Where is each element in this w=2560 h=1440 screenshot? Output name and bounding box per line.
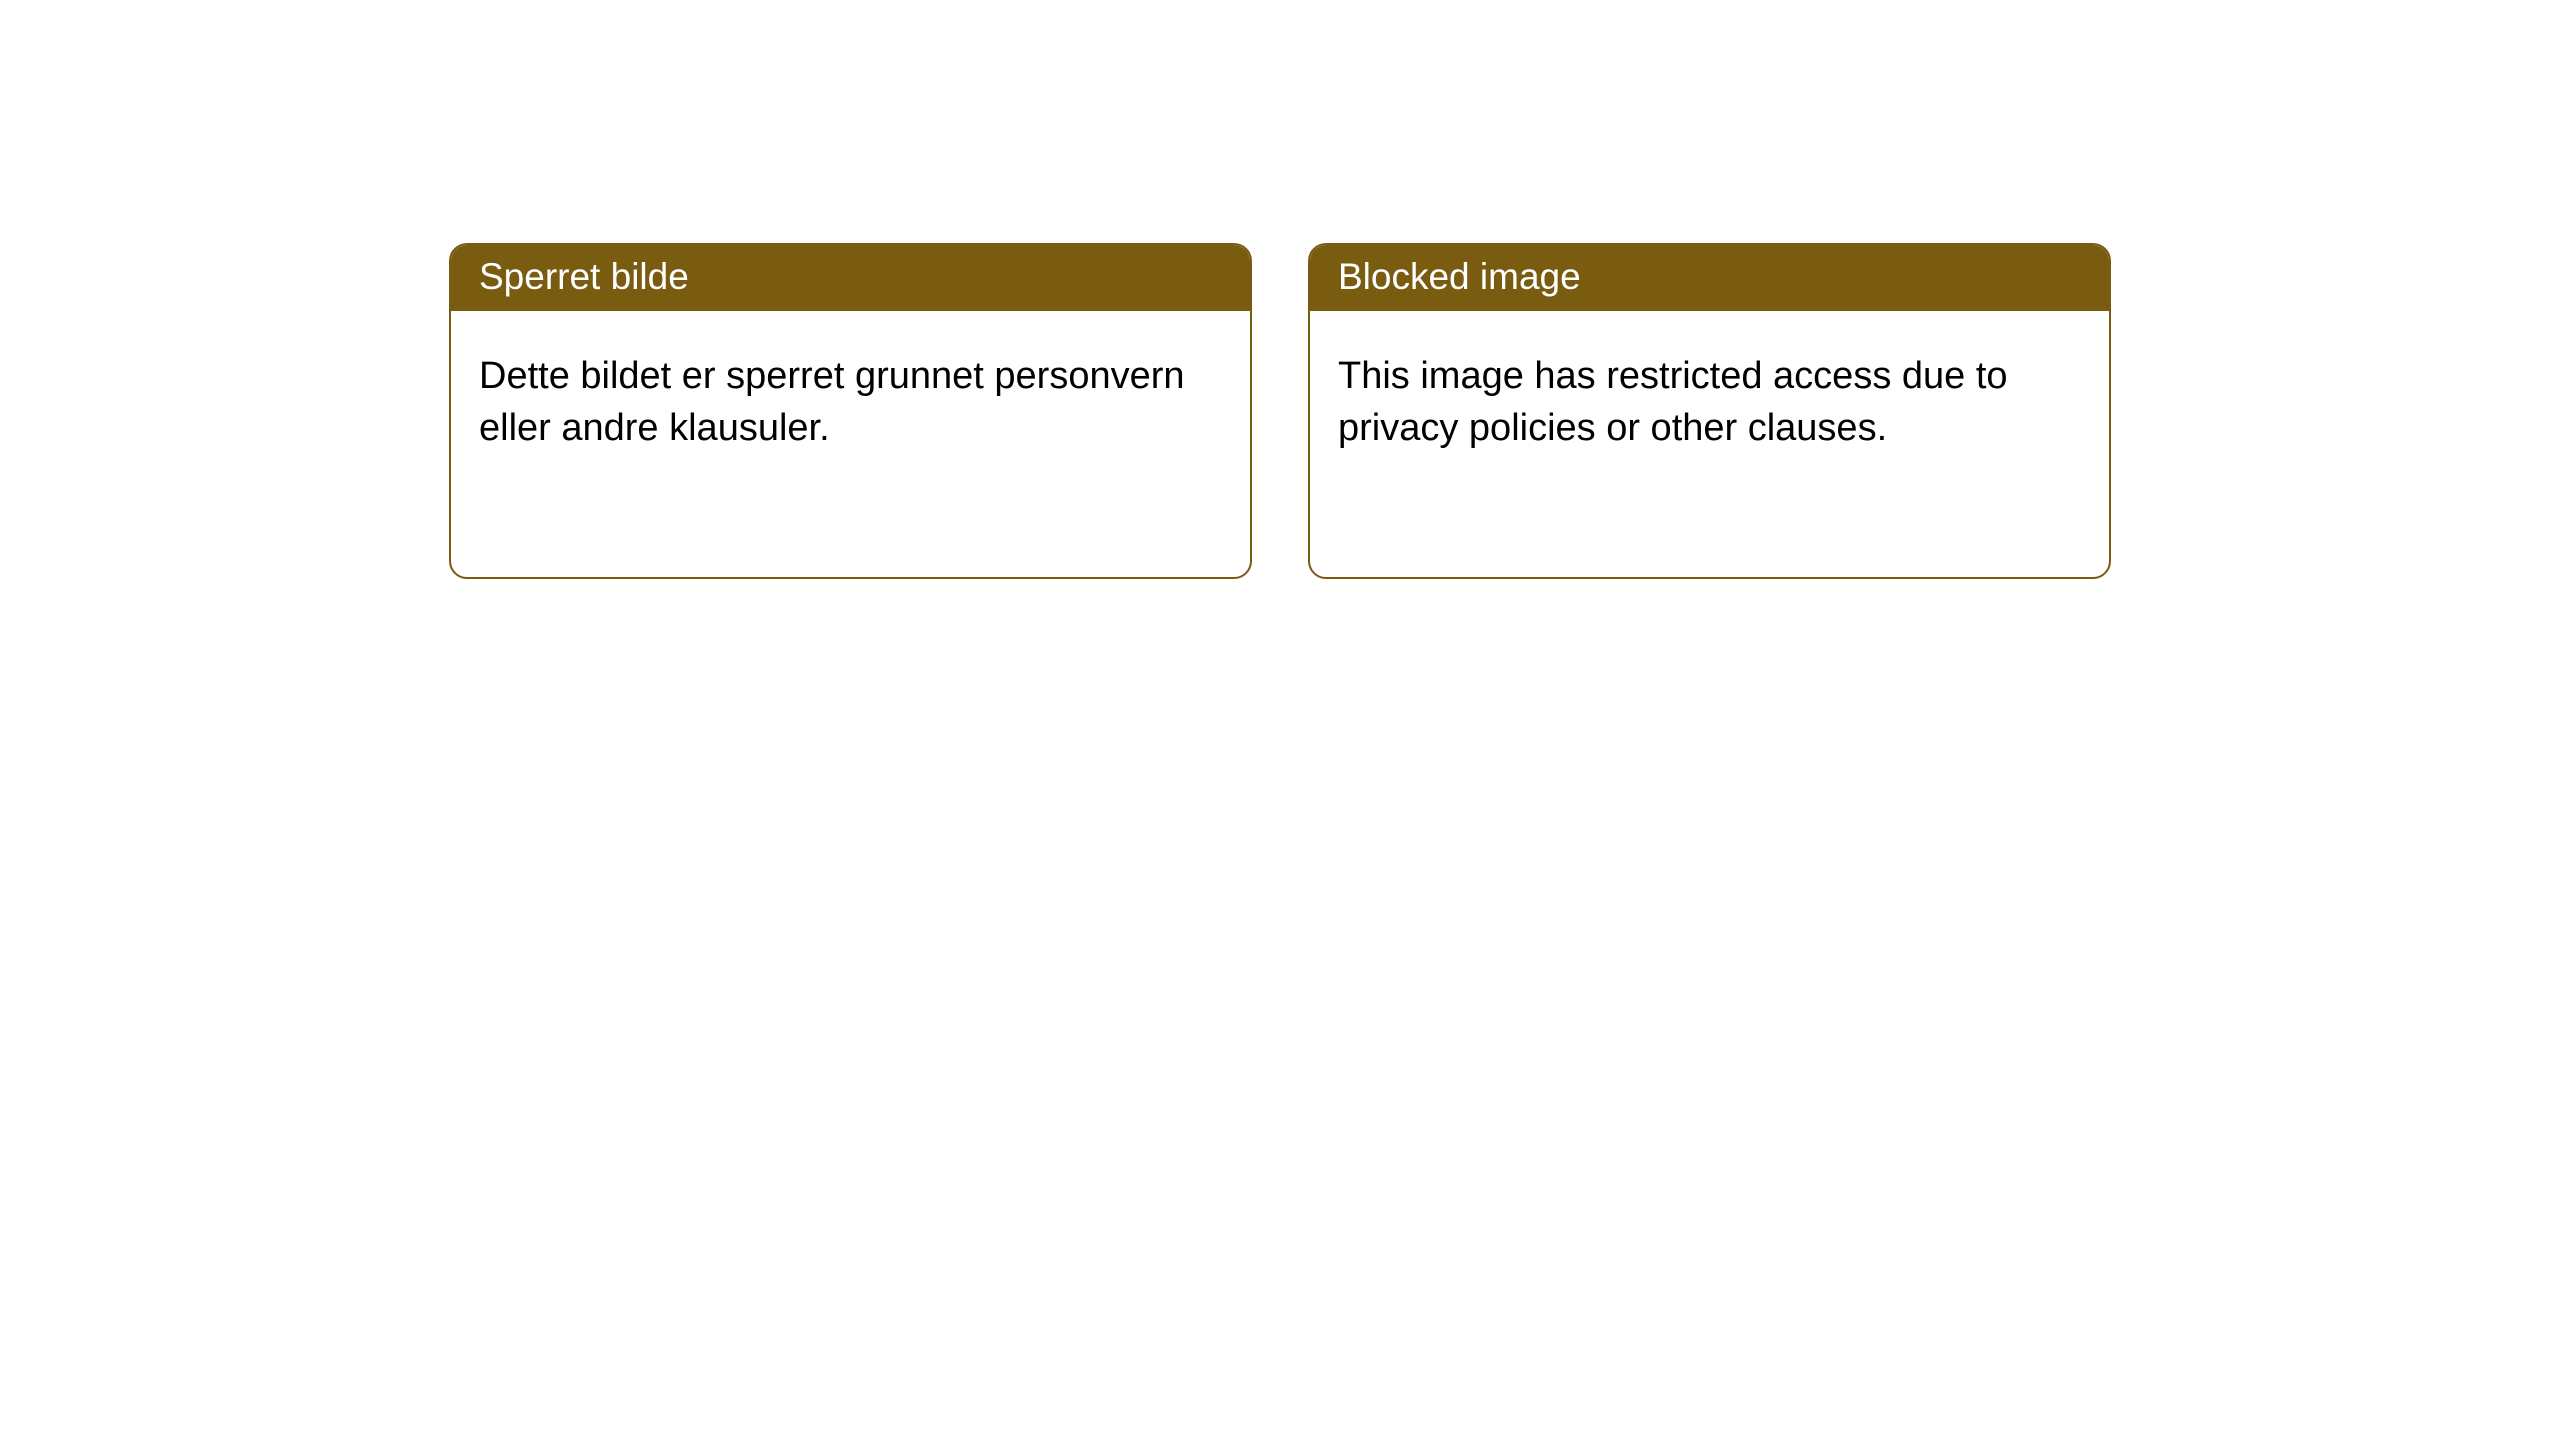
notice-card-title: Sperret bilde	[451, 245, 1250, 311]
notice-card-body: This image has restricted access due to …	[1310, 311, 2109, 482]
notice-card-title: Blocked image	[1310, 245, 2109, 311]
notice-card-body: Dette bildet er sperret grunnet personve…	[451, 311, 1250, 482]
notice-card-norwegian: Sperret bilde Dette bildet er sperret gr…	[449, 243, 1252, 579]
notice-card-english: Blocked image This image has restricted …	[1308, 243, 2111, 579]
notice-container: Sperret bilde Dette bildet er sperret gr…	[0, 0, 2560, 579]
